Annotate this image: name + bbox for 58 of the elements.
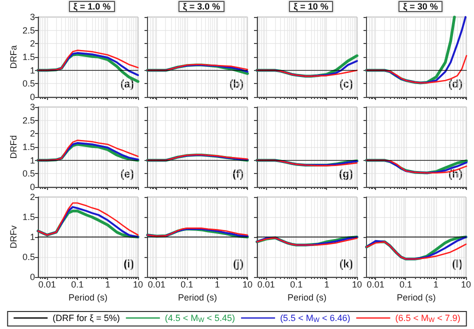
x-tick-label: 0.01 [38, 280, 56, 290]
x-tick-label: 0.1 [290, 280, 303, 290]
annotation: (c) [340, 78, 354, 90]
y-tick-label: 0.5 [22, 252, 35, 262]
x-tick-label: 0.1 [399, 280, 412, 290]
x-tick-label: 0.01 [257, 280, 275, 290]
y-tick-label: 0 [30, 182, 35, 192]
chart-title: ξ = 3.0 % [182, 2, 220, 12]
x-tick-label: 0.1 [71, 280, 84, 290]
x-tick-label: 10 [460, 280, 471, 290]
x-tick-label: 0.01 [366, 280, 384, 290]
y-tick-label: 1.5 [22, 142, 35, 152]
y-axis-title: DRFv [8, 225, 18, 248]
annotation: (g) [338, 168, 354, 180]
y-tick-label: 2 [30, 38, 35, 49]
y-tick-label: 1.5 [22, 52, 35, 62]
y-tick-label: 0 [30, 92, 35, 102]
y-tick-label: 2 [30, 128, 35, 139]
y-tick-label: 3 [30, 12, 35, 22]
x-tick-label: 10 [242, 280, 253, 290]
x-axis-title: Period (s) [178, 292, 218, 302]
x-axis-title: Period (s) [396, 292, 436, 302]
annotation: (i) [124, 258, 134, 270]
annotation: (l) [452, 258, 463, 270]
x-tick-label: 10 [352, 280, 362, 290]
chart-title: ξ = 10 % [294, 2, 328, 12]
annotation: (j) [233, 258, 244, 270]
annotation: (a) [120, 78, 134, 90]
annotation: (b) [229, 78, 244, 90]
annotation: (k) [340, 258, 354, 270]
y-axis-title: DRFa [8, 45, 18, 69]
x-tick-label: 1 [433, 280, 438, 290]
chart-title: ξ = 30 % [403, 2, 438, 12]
x-axis-title: Period (s) [287, 292, 327, 302]
annotation: (d) [448, 78, 463, 90]
legend-label: (DRF for ξ = 5%) [52, 313, 120, 323]
y-tick-label: 0 [30, 272, 35, 282]
x-tick-label: 0.1 [180, 280, 194, 290]
x-tick-label: 10 [132, 280, 144, 290]
y-axis-title: DRFd [8, 135, 18, 159]
x-tick-label: 1 [324, 280, 330, 290]
y-tick-label: 1.5 [22, 212, 35, 222]
x-tick-label: 1 [105, 280, 110, 290]
x-axis-title: Period (s) [68, 292, 108, 302]
y-tick-label: 2 [30, 192, 35, 202]
y-tick-label: 2.5 [22, 25, 35, 36]
y-tick-label: 3 [30, 102, 35, 112]
chart-title: ξ = 1.0 % [73, 2, 111, 12]
y-tick-label: 0.5 [22, 78, 35, 89]
y-tick-label: 1 [30, 155, 35, 166]
annotation: (e) [120, 168, 134, 180]
y-tick-label: 1 [30, 65, 35, 76]
x-tick-label: 0.01 [148, 280, 166, 290]
y-tick-label: 2.5 [22, 115, 35, 126]
y-tick-label: 0.5 [22, 168, 35, 179]
x-tick-label: 1 [214, 280, 220, 290]
annotation: (f) [232, 168, 244, 180]
y-tick-label: 1 [30, 232, 35, 242]
